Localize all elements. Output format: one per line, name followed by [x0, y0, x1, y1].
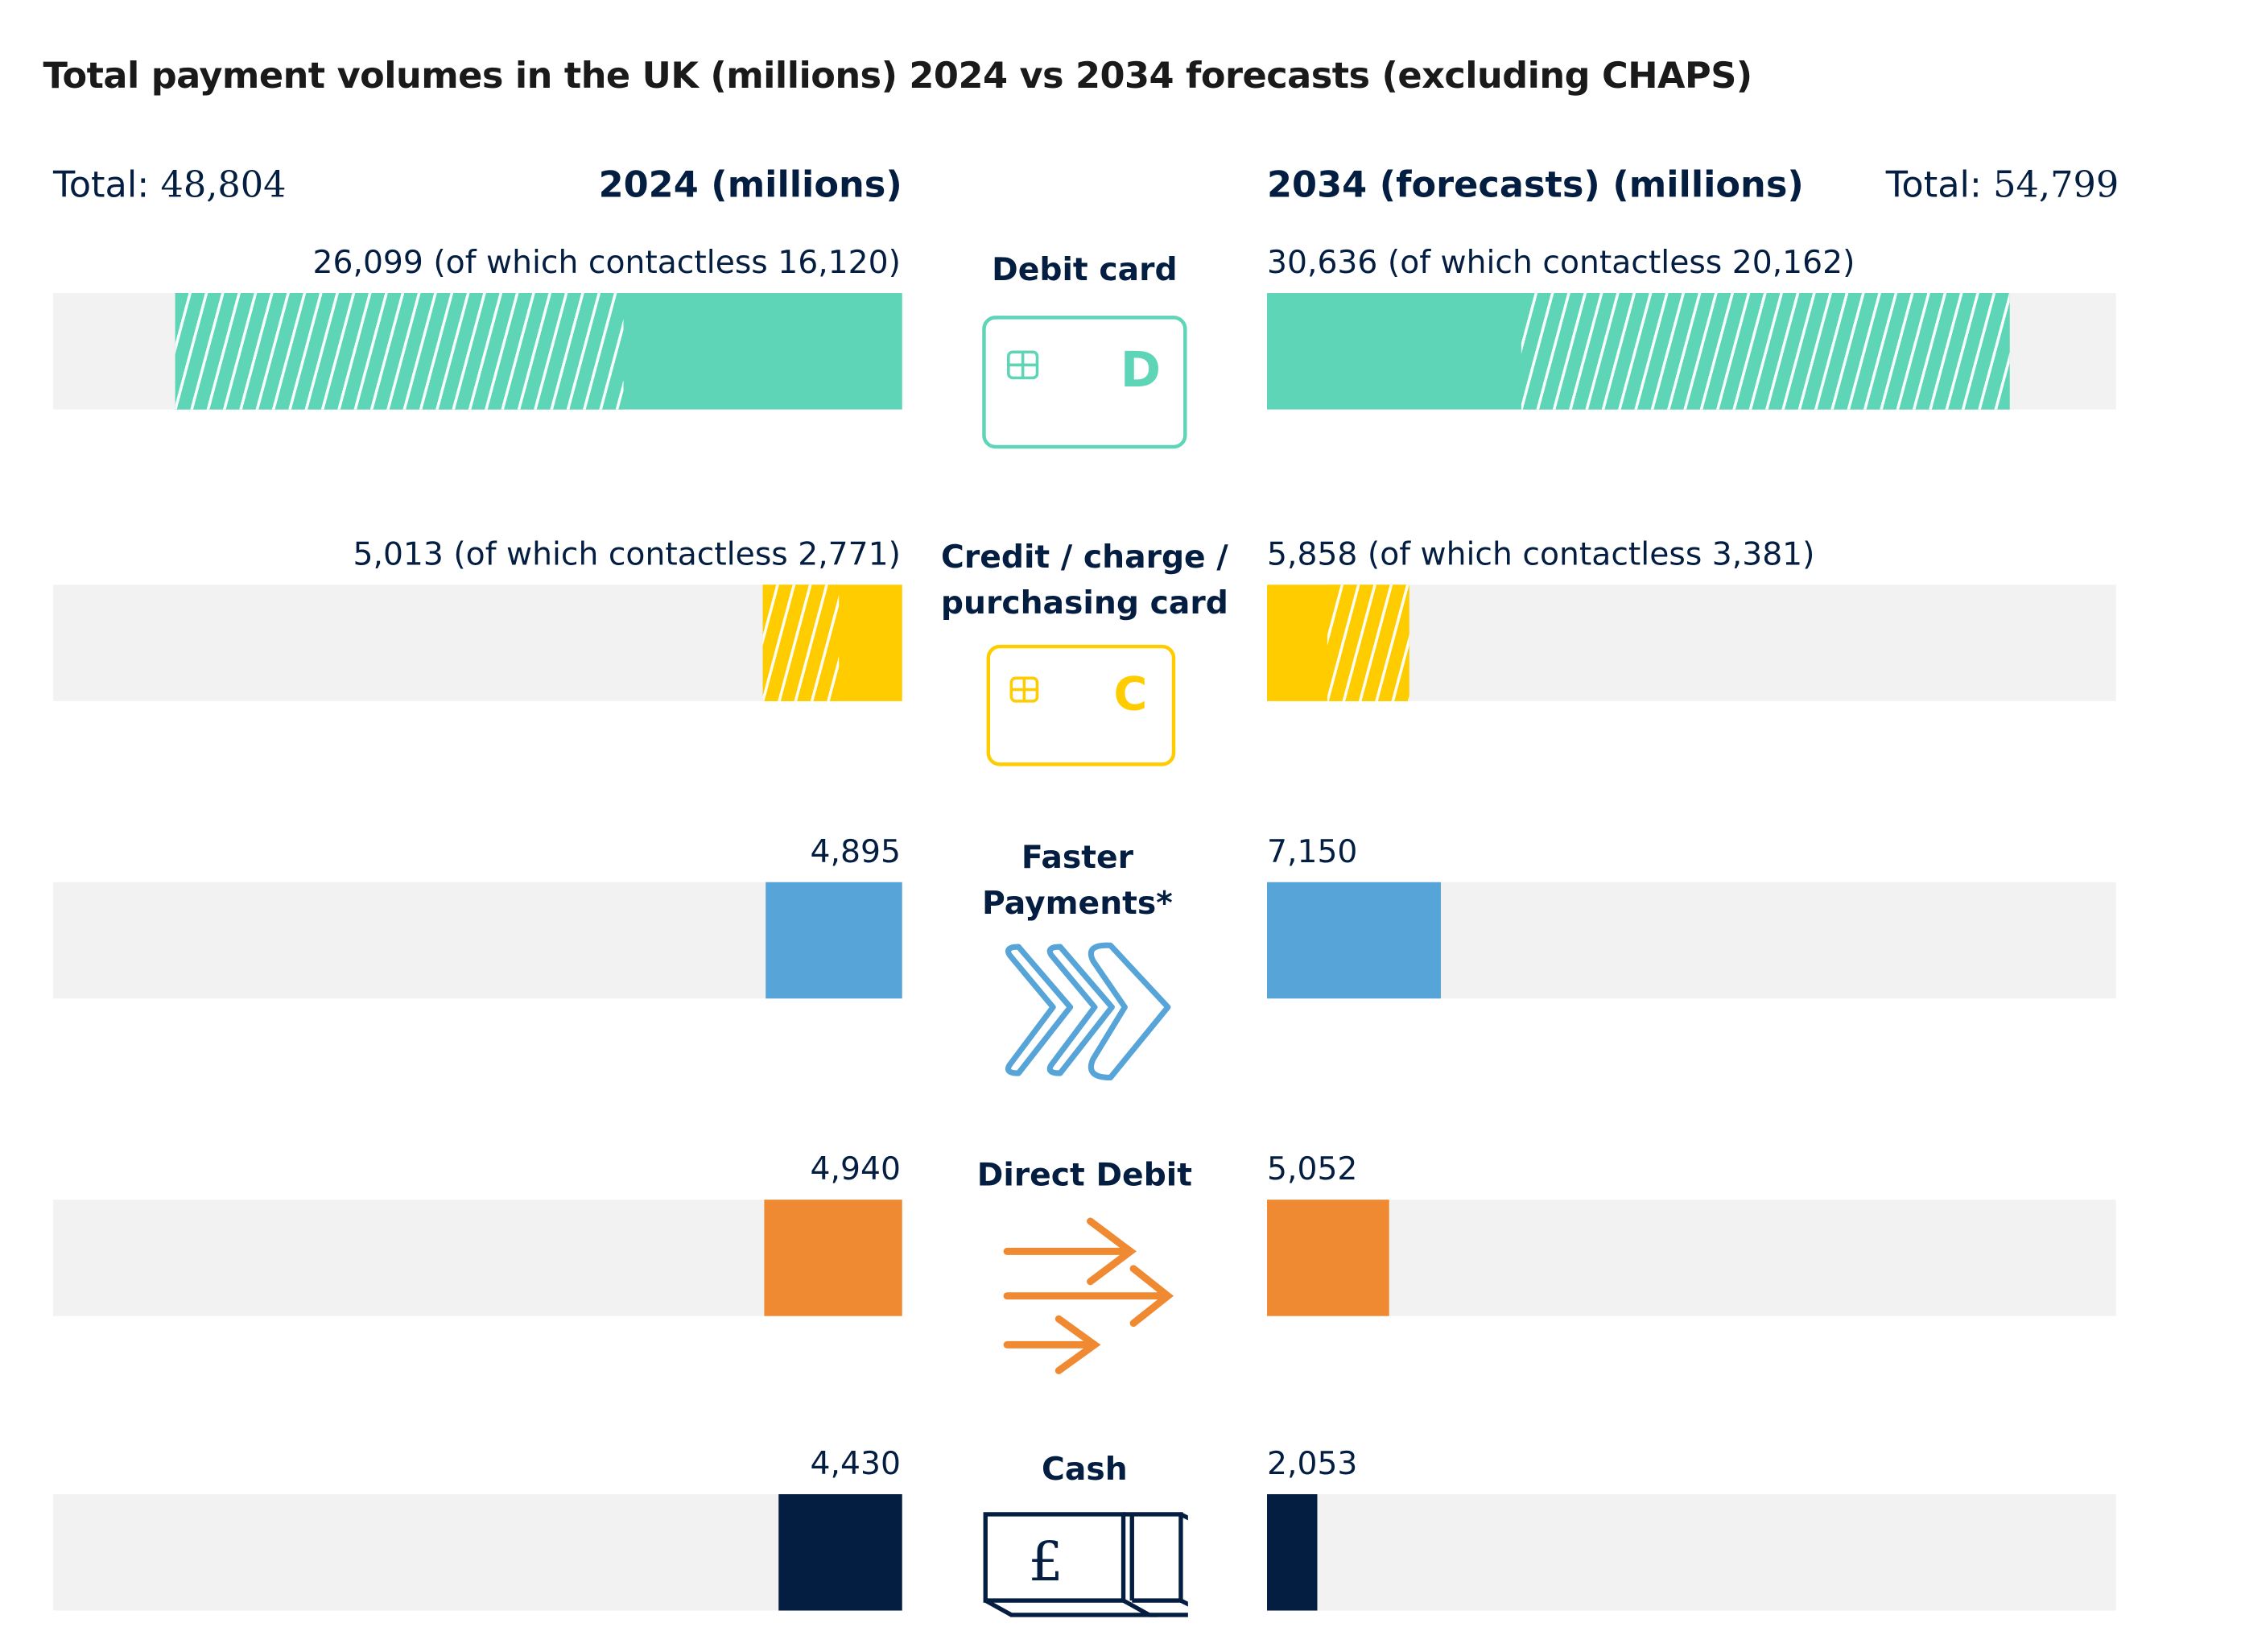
value-label-2034: 5,052: [1267, 1152, 1358, 1188]
left-track: [53, 882, 902, 999]
contactless-2034: [1327, 584, 1409, 701]
value-label-2034: 30,636 (of which contactless 20,162): [1267, 246, 1855, 282]
left-track: [53, 584, 902, 701]
left-track: [53, 1493, 902, 1611]
value-label-2024: 5,013 (of which contactless 2,771): [353, 537, 901, 574]
bar-2024: [766, 882, 902, 999]
chart-title: Total payment volumes in the UK (million…: [43, 54, 1753, 97]
bar-2024: [778, 1493, 902, 1611]
bar-2034: [1267, 882, 1441, 999]
value-label-2034: 7,150: [1267, 834, 1358, 871]
bar-2034: [1267, 1493, 1317, 1611]
value-label-2034: 2,053: [1267, 1447, 1358, 1483]
pound-sign: £: [1029, 1530, 1063, 1593]
left-total: Total: 48,804: [53, 163, 287, 206]
debit-card-icon: D: [982, 316, 1187, 449]
category-label: Cash: [1042, 1452, 1128, 1489]
contactless-2024: [174, 293, 625, 410]
right-total: Total: 54,799: [1885, 163, 2119, 206]
contactless-2034: [1521, 293, 2011, 410]
value-label-2024: 26,099 (of which contactless 16,120): [312, 246, 901, 282]
credit-card-letter: C: [1114, 668, 1148, 721]
value-label-2024: 4,895: [810, 834, 901, 871]
value-label-2024: 4,940: [810, 1152, 901, 1188]
category-label: Faster Payments*: [982, 840, 1173, 923]
debit-card-letter: D: [1120, 342, 1161, 399]
bar-2034: [1267, 1200, 1390, 1316]
left-header: 2024 (millions): [598, 163, 902, 206]
left-track: [53, 1200, 902, 1316]
category-label: Debit card: [992, 253, 1178, 289]
direct-debit-arrows-icon: [1003, 1217, 1174, 1374]
cash-icon: £: [983, 1512, 1188, 1617]
value-label-2034: 5,858 (of which contactless 3,381): [1267, 537, 1815, 574]
credit-card-icon: C: [986, 644, 1176, 766]
right-track: [1267, 1493, 2116, 1611]
right-track: [1267, 1200, 2116, 1316]
category-label: Direct Debit: [976, 1158, 1193, 1195]
contactless-2024: [762, 584, 840, 701]
right-header: 2034 (forecasts) (millions): [1267, 163, 1804, 206]
faster-payments-chevrons-icon: [1005, 942, 1171, 1081]
value-label-2024: 4,430: [810, 1447, 901, 1483]
bar-2024: [764, 1200, 902, 1316]
category-label: Credit / charge / purchasing card: [940, 540, 1228, 622]
